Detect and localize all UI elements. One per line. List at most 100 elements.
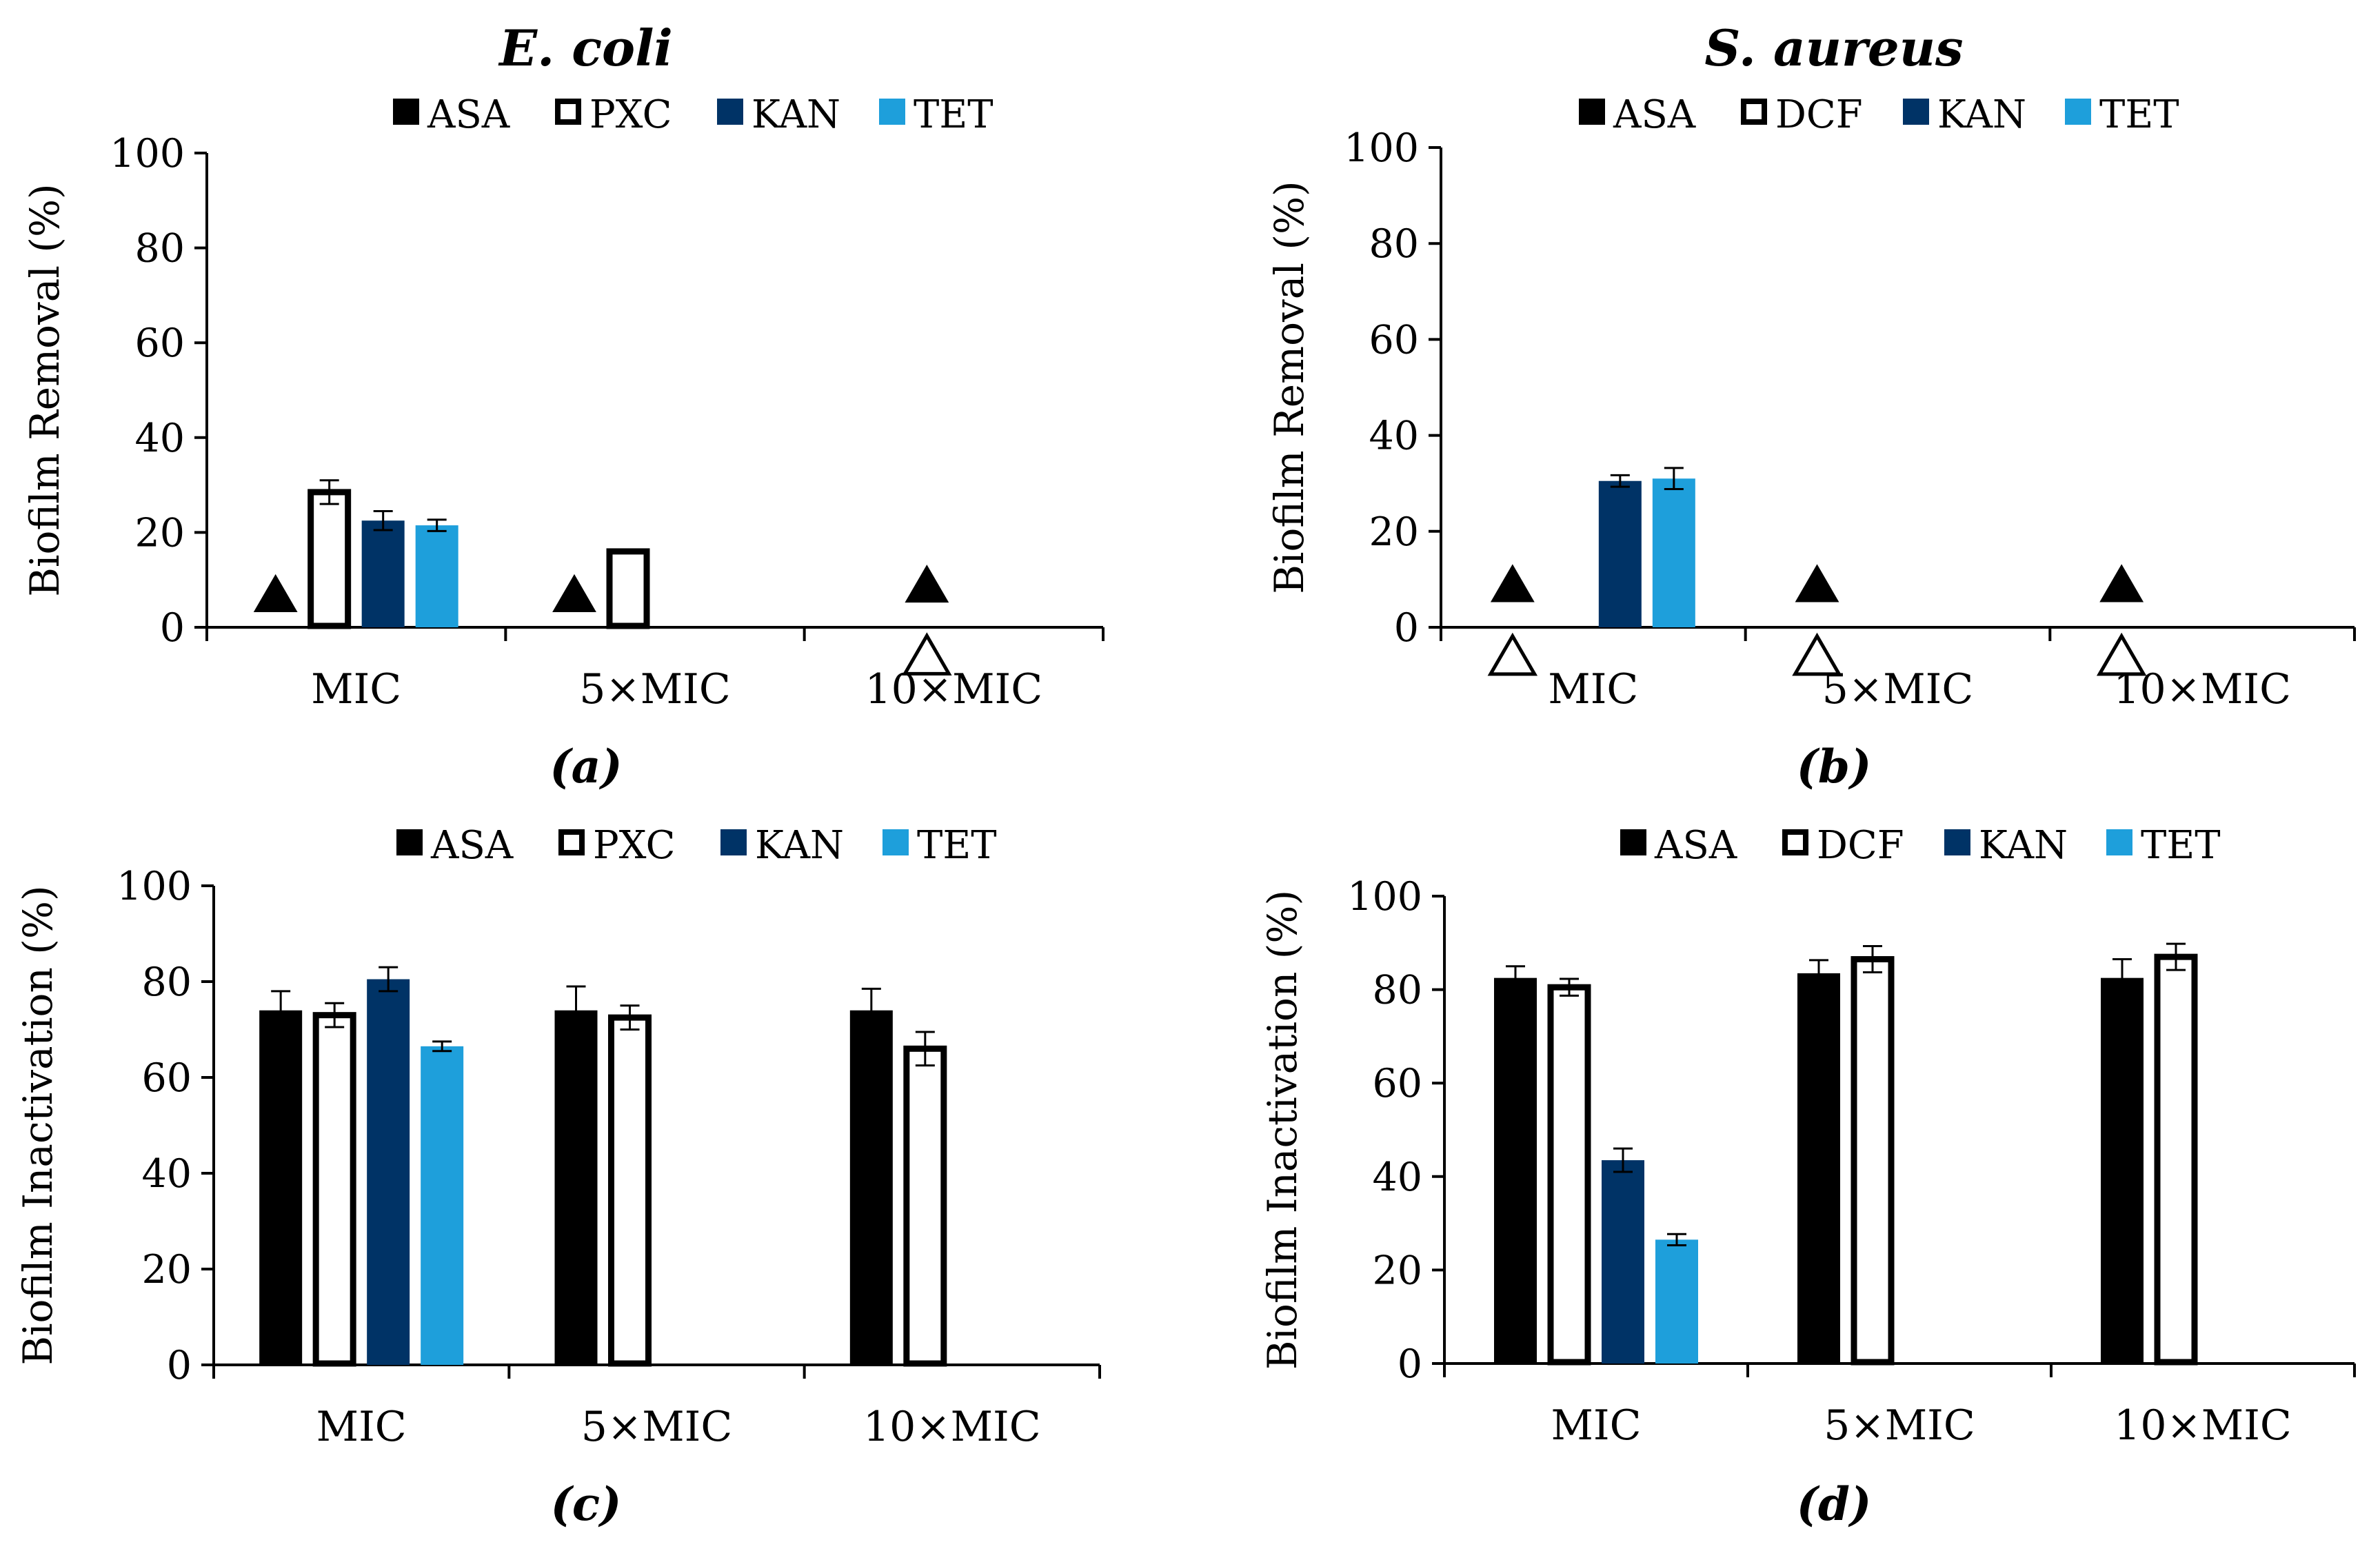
bar-pxc bbox=[903, 1045, 947, 1367]
legend-label-dcf: DCF bbox=[1775, 92, 1863, 137]
chart-panel-d: 0 20 40 60 80 100 MIC 5×MIC 10×MIC Biofilm Inacti… bbox=[1259, 823, 2356, 1531]
y-tick-label: 100 bbox=[1347, 874, 1422, 920]
x-category-label: 5×MIC bbox=[1824, 1401, 1975, 1450]
bar-dcf bbox=[1850, 956, 1895, 1366]
bar-pxc bbox=[608, 1014, 652, 1367]
x-category-label: 10×MIC bbox=[2114, 1401, 2292, 1450]
y-tick-label: 40 bbox=[1369, 414, 1419, 459]
legend-label-tet: TET bbox=[2141, 823, 2221, 868]
legend-swatch-dcf bbox=[1741, 99, 1767, 125]
y-tick-label: 20 bbox=[1369, 509, 1419, 555]
chart-panel-a: 0 20 40 60 80 100 MIC 5×MIC 10×MIC Biofilm Remova… bbox=[21, 92, 1105, 793]
y-axis-title: Biofilm Inactivation (%) bbox=[1259, 890, 1306, 1370]
y-tick-label: 40 bbox=[141, 1151, 192, 1197]
y-tick-label: 80 bbox=[1372, 968, 1422, 1013]
open-triangle-marker bbox=[1487, 632, 1538, 676]
legend-label-tet: TET bbox=[2099, 92, 2179, 137]
y-tick-label: 60 bbox=[141, 1055, 192, 1101]
bar-dcf bbox=[1547, 984, 1591, 1366]
x-category-label: 5×MIC bbox=[581, 1403, 733, 1451]
legend-label-tet: TET bbox=[917, 823, 997, 868]
legend-label-pxc: PXC bbox=[593, 823, 675, 868]
open-triangle-marker bbox=[902, 632, 952, 676]
legend-swatch-kan bbox=[1944, 829, 1970, 855]
legend-label-asa: ASA bbox=[1654, 823, 1737, 868]
legend-swatch-dcf bbox=[1782, 829, 1808, 855]
y-tick-label: 60 bbox=[1369, 317, 1419, 363]
legend-label-tet: TET bbox=[914, 92, 994, 137]
x-category-label: MIC bbox=[1548, 665, 1638, 713]
panel-label-c: (c) bbox=[551, 1477, 622, 1531]
legend-swatch-kan bbox=[1903, 99, 1929, 125]
bar-asa bbox=[554, 1010, 598, 1365]
filled-triangle-marker bbox=[1795, 564, 1839, 602]
legend-label-kan: KAN bbox=[1937, 92, 2026, 137]
legend-label-kan: KAN bbox=[1979, 823, 2068, 868]
y-tick-label: 100 bbox=[1344, 125, 1419, 171]
x-category-label: MIC bbox=[311, 665, 401, 713]
y-axis-title: Biofilm Inactivation (%) bbox=[14, 885, 61, 1365]
y-tick-label: 80 bbox=[141, 960, 192, 1005]
bar-tet bbox=[421, 1046, 464, 1365]
filled-triangle-marker bbox=[253, 574, 298, 612]
bar-kan bbox=[361, 520, 405, 627]
legend-swatch-pxc bbox=[555, 99, 581, 125]
y-tick-label: 40 bbox=[134, 416, 185, 461]
bar-tet bbox=[1655, 1239, 1698, 1364]
bar-pxc bbox=[307, 489, 352, 629]
filled-triangle-marker bbox=[2099, 564, 2144, 602]
y-tick-label: 20 bbox=[134, 510, 185, 556]
y-tick-label: 60 bbox=[134, 321, 185, 366]
legend-label-asa: ASA bbox=[430, 823, 514, 868]
x-category-label: MIC bbox=[1551, 1401, 1641, 1450]
species-title-ecoli: E. coli bbox=[498, 19, 673, 77]
bar-tet bbox=[415, 525, 458, 627]
legend-swatch-asa bbox=[1579, 99, 1605, 125]
legend-label-asa: ASA bbox=[1613, 92, 1696, 137]
filled-triangle-marker bbox=[552, 574, 596, 612]
bar-kan bbox=[1602, 1160, 1644, 1364]
y-tick-label: 60 bbox=[1372, 1061, 1422, 1106]
legend-label-dcf: DCF bbox=[1817, 823, 1904, 868]
filled-triangle-marker bbox=[905, 565, 949, 603]
bar-asa bbox=[2101, 977, 2144, 1364]
chart-panel-c: 0 20 40 60 80 100 MIC 5×MIC 10×MIC Biofilm Inacti… bbox=[14, 823, 1101, 1531]
y-tick-label: 40 bbox=[1372, 1155, 1422, 1200]
bar-pxc bbox=[312, 1012, 356, 1367]
bar-pxc bbox=[606, 548, 650, 629]
bar-asa bbox=[849, 1010, 893, 1365]
y-axis-title: Biofilm Removal (%) bbox=[21, 183, 68, 596]
panel-label-b: (b) bbox=[1797, 740, 1872, 793]
y-tick-label: 20 bbox=[141, 1247, 192, 1292]
species-title-saureus: S. aureus bbox=[1704, 19, 1963, 77]
legend-swatch-tet bbox=[2106, 829, 2132, 855]
legend-swatch-kan bbox=[720, 829, 747, 855]
legend-swatch-tet bbox=[879, 99, 905, 125]
legend-label-kan: KAN bbox=[752, 92, 840, 137]
legend-label-pxc: PXC bbox=[589, 92, 672, 137]
legend-swatch-kan bbox=[717, 99, 743, 125]
filled-triangle-marker bbox=[1490, 564, 1535, 602]
bar-kan bbox=[1598, 480, 1642, 627]
legend-label-kan: KAN bbox=[755, 823, 844, 868]
legend-swatch-tet bbox=[883, 829, 909, 855]
legend-swatch-asa bbox=[393, 99, 419, 125]
y-tick-label: 20 bbox=[1372, 1248, 1422, 1293]
legend-swatch-pxc bbox=[558, 829, 585, 855]
bar-asa bbox=[259, 1010, 303, 1365]
legend-swatch-tet bbox=[2065, 99, 2091, 125]
bar-dcf bbox=[2154, 953, 2198, 1366]
panel-label-a: (a) bbox=[549, 740, 622, 793]
y-tick-label: 80 bbox=[1369, 221, 1419, 267]
open-triangle-marker bbox=[1792, 632, 1842, 676]
legend-swatch-asa bbox=[396, 829, 423, 855]
x-category-label: 10×MIC bbox=[863, 1403, 1041, 1451]
y-axis-title: Biofilm Removal (%) bbox=[1266, 181, 1313, 594]
bar-kan bbox=[367, 979, 410, 1365]
x-category-label: MIC bbox=[316, 1403, 407, 1451]
x-category-label: 10×MIC bbox=[865, 665, 1042, 713]
x-category-label: 5×MIC bbox=[1822, 665, 1974, 713]
y-tick-label: 100 bbox=[117, 864, 192, 909]
y-tick-label: 0 bbox=[1394, 605, 1419, 651]
